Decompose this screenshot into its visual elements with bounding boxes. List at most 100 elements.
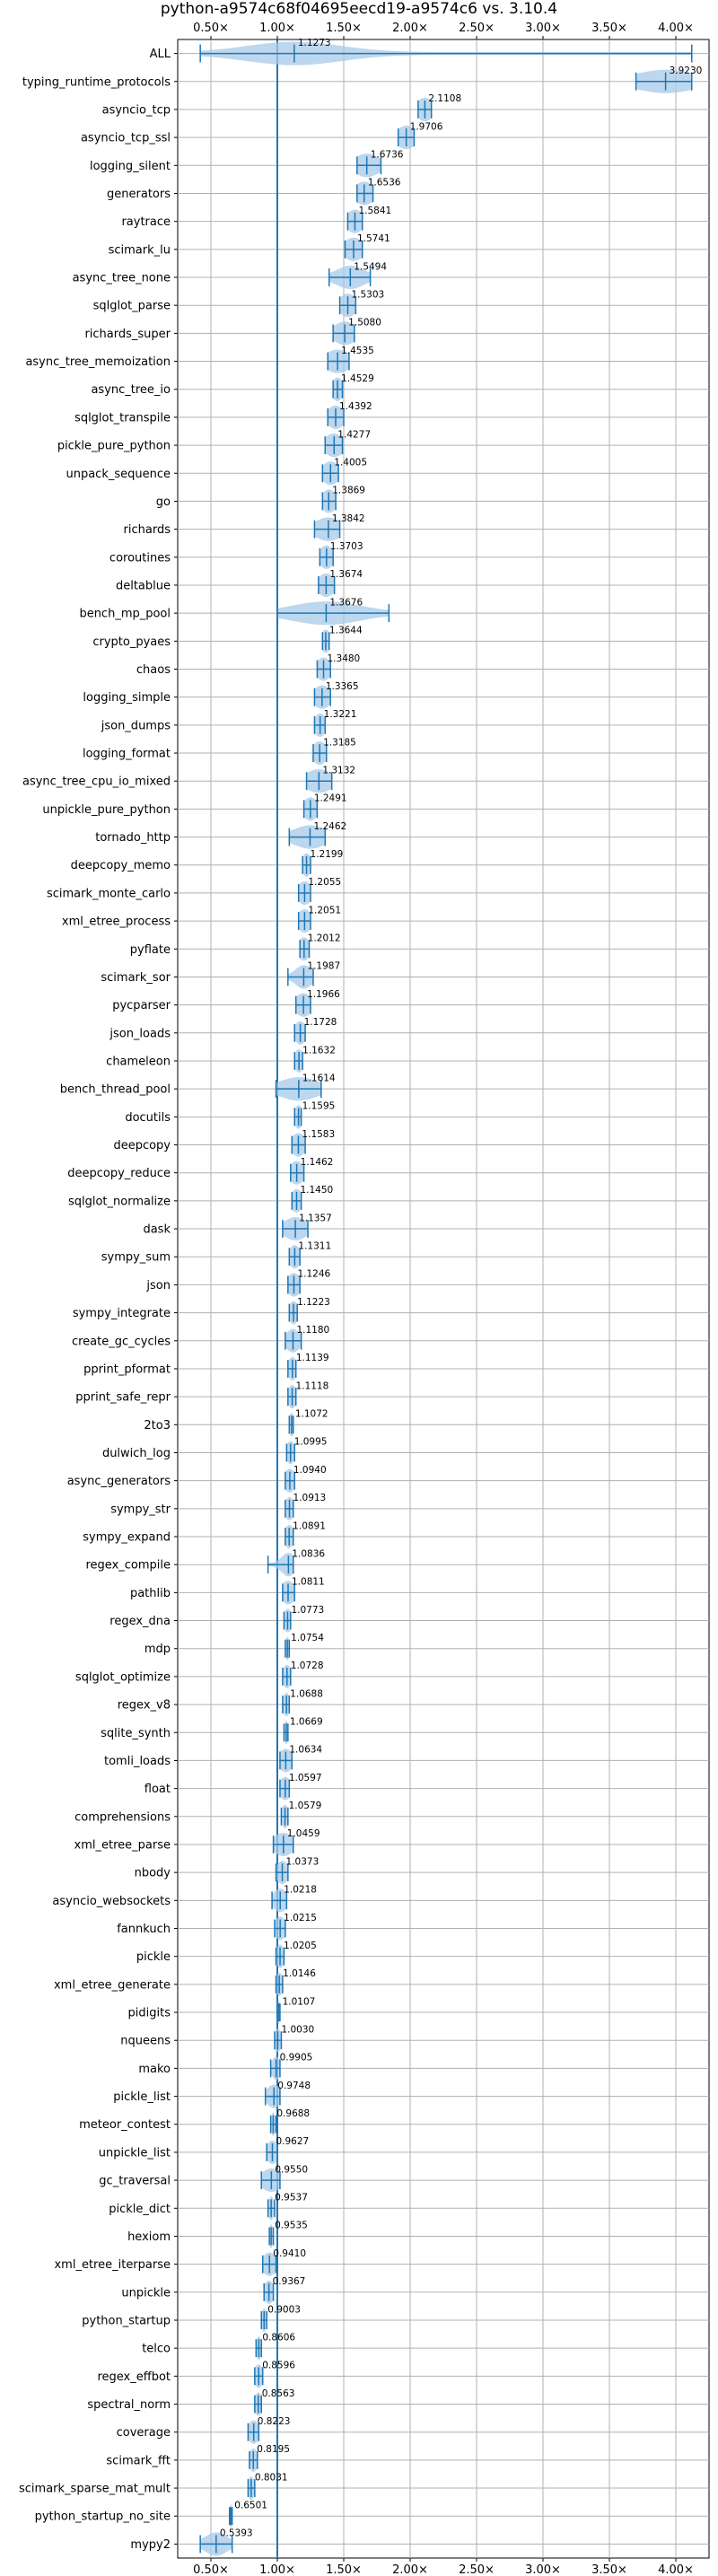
benchmark-label: async_tree_none (73, 272, 171, 285)
value-label: 1.3676 (329, 597, 363, 608)
benchmark-label: gc_traversal (99, 2175, 171, 2188)
benchmark-label: python_startup (82, 2314, 171, 2327)
value-label: 1.1072 (295, 1409, 328, 1420)
benchmark-label: python_startup_no_site (35, 2510, 171, 2524)
value-label: 1.9706 (410, 121, 443, 132)
value-label: 1.0634 (289, 1745, 322, 1756)
value-label: 1.1180 (296, 1325, 329, 1336)
value-label: 1.0728 (291, 1660, 324, 1671)
benchmark-label: logging_silent (90, 160, 171, 173)
benchmark-label: sqlite_synth (101, 1727, 171, 1740)
benchmark-label: async_tree_io (91, 383, 171, 397)
value-label: 1.2051 (308, 905, 341, 916)
value-label: 1.4005 (334, 458, 367, 469)
benchmark-label: hexiom (127, 2230, 171, 2244)
benchmark-label: pathlib (130, 1587, 171, 1600)
benchmark-label: crypto_pyaes (92, 635, 171, 649)
x-tick-label-top: 3.00× (525, 22, 561, 35)
benchmark-label: logging_format (83, 748, 171, 761)
benchmark-label: tornado_http (95, 831, 171, 845)
x-tick-label-bottom: 2.00× (392, 2563, 428, 2576)
value-label: 1.3185 (323, 737, 356, 748)
benchmark-label: xml_etree_iterparse (54, 2258, 171, 2272)
value-label: 0.9905 (280, 2053, 313, 2063)
benchmark-label: fannkuch (117, 1923, 171, 1936)
value-label: 1.3221 (324, 709, 357, 720)
benchmark-label: pickle_pure_python (57, 440, 171, 453)
benchmark-label: xml_etree_generate (54, 1978, 171, 1992)
value-label: 1.6536 (368, 178, 401, 188)
value-label: 1.5494 (354, 261, 387, 272)
benchmark-label: sympy_sum (101, 1251, 171, 1265)
value-label: 1.1632 (302, 1045, 336, 1056)
value-label: 0.8596 (262, 2361, 295, 2371)
benchmark-label: spectral_norm (87, 2398, 171, 2412)
value-label: 1.0030 (281, 2024, 314, 2035)
benchmark-label: unpickle (121, 2286, 171, 2300)
benchmark-label: bench_mp_pool (79, 608, 171, 621)
x-tick-label-top: 4.00× (658, 22, 694, 35)
benchmark-label: regex_dna (109, 1615, 171, 1628)
benchmark-label: dask (143, 1223, 171, 1237)
benchmark-label: pprint_safe_repr (75, 1391, 171, 1405)
value-label: 1.3365 (326, 681, 359, 692)
value-label: 0.9367 (273, 2276, 306, 2287)
value-label: 0.8195 (257, 2444, 290, 2455)
x-tick-label-top: 2.50× (459, 22, 495, 35)
benchmark-label: pickle (136, 1950, 171, 1964)
x-tick-label-bottom: 0.50× (193, 2563, 229, 2576)
value-label: 1.0459 (287, 1828, 320, 1839)
benchmark-label: scimark_fft (106, 2454, 171, 2467)
value-label: 1.0597 (289, 1773, 322, 1783)
benchmark-label: float (144, 1783, 171, 1796)
benchmark-label: raytrace (121, 215, 171, 229)
benchmark-label: asyncio_websockets (52, 1895, 171, 1908)
benchmark-label: mypy2 (130, 2538, 171, 2552)
benchmark-label: deltablue (116, 579, 171, 592)
benchmark-label: sympy_str (110, 1503, 171, 1516)
x-tick-label-top: 2.00× (392, 22, 428, 35)
benchmark-label: ALL (150, 48, 171, 61)
value-label: 2.1108 (428, 93, 461, 104)
benchmark-label: deepcopy_reduce (67, 1167, 171, 1180)
value-label: 1.0215 (284, 1913, 317, 1923)
benchmark-label: scimark_sparse_mat_mult (19, 2483, 171, 2496)
value-label: 1.5741 (357, 233, 390, 244)
value-label: 1.3644 (329, 626, 363, 636)
benchmark-label: docutils (125, 1111, 171, 1125)
value-label: 1.0218 (284, 1885, 317, 1896)
chart-title: python-a9574c68f04695eecd19-a9574c6 vs. … (160, 0, 558, 18)
benchmark-label: sqlglot_transpile (74, 411, 171, 425)
benchmark-label: asyncio_tcp (102, 103, 171, 117)
value-label: 1.4392 (339, 401, 372, 412)
value-label: 1.3869 (332, 486, 365, 496)
benchmark-label: pickle_dict (109, 2203, 171, 2216)
benchmark-label: sqlglot_normalize (68, 1195, 171, 1208)
benchmark-label: json (145, 1279, 171, 1292)
benchmark-label: tomli_loads (104, 1755, 171, 1768)
value-label: 1.3480 (328, 653, 361, 664)
benchmark-label: deepcopy_memo (71, 859, 171, 872)
value-label: 1.1595 (302, 1101, 336, 1112)
benchmark-label: pidigits (128, 2007, 171, 2020)
benchmark-label: go (156, 495, 171, 509)
value-label: 1.1118 (296, 1380, 329, 1391)
benchmark-label: comprehensions (74, 1810, 171, 1824)
benchmark-label: json_loads (109, 1027, 171, 1040)
benchmark-label: regex_effbot (97, 2370, 171, 2384)
benchmark-label: scimark_lu (109, 243, 171, 257)
value-label: 1.0836 (292, 1548, 325, 1559)
benchmark-label: async_tree_cpu_io_mixed (22, 775, 171, 789)
benchmark-label: json_dumps (101, 719, 171, 732)
benchmark-label: chameleon (106, 1055, 171, 1068)
benchmark-label: sqlglot_parse (93, 300, 171, 313)
benchmark-label: telco (142, 2343, 171, 2356)
benchmark-label: nbody (135, 1867, 171, 1880)
value-label: 0.9748 (277, 2081, 311, 2091)
value-label: 0.9688 (276, 2108, 310, 2119)
value-label: 1.1614 (302, 1073, 336, 1083)
value-label: 1.0579 (289, 1801, 322, 1811)
plot-frame (177, 39, 710, 2559)
benchmark-label: sqlglot_optimize (75, 1670, 171, 1684)
